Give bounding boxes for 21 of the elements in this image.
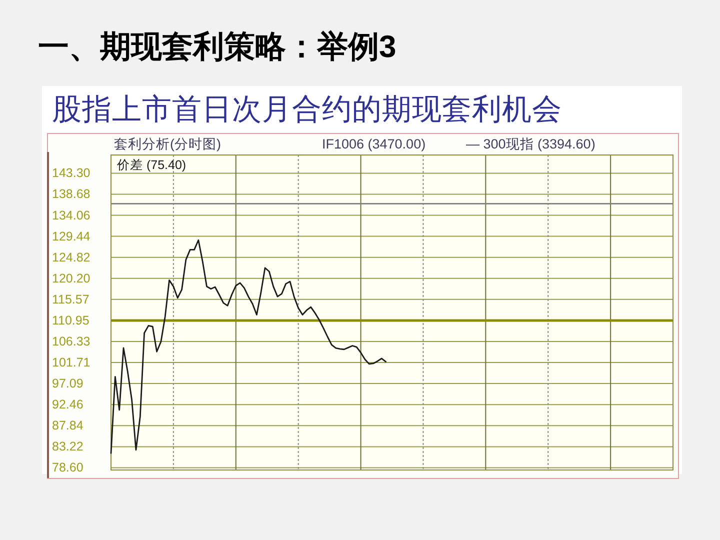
chart-subtitle: 股指上市首日次月合约的期现套利机会 bbox=[52, 93, 562, 126]
text: IF1006 (3470.00) bbox=[322, 136, 426, 152]
y-tick-label: 115.57 bbox=[52, 292, 90, 306]
text: — 300现指 (3394.60) bbox=[466, 136, 596, 152]
y-tick-label: 110.95 bbox=[52, 313, 90, 328]
y-tick-label: 129.44 bbox=[52, 229, 90, 244]
y-tick-label: 143.30 bbox=[52, 166, 90, 180]
y-tick-label: 138.68 bbox=[52, 187, 90, 202]
y-tick-label: 134.06 bbox=[52, 208, 90, 222]
y-tick-label: 83.22 bbox=[52, 440, 84, 454]
y-tick-label: 97.09 bbox=[52, 376, 84, 391]
chart-title: 一、期现套利策略：举例3 bbox=[38, 29, 396, 64]
text: 套利分析(分时图) bbox=[114, 136, 221, 152]
y-tick-label: 106.33 bbox=[52, 334, 90, 348]
legend: 价差 (75.40) bbox=[117, 158, 186, 172]
y-tick-label: 124.82 bbox=[52, 250, 90, 264]
y-tick-label: 87.84 bbox=[52, 418, 84, 433]
y-tick-label: 92.46 bbox=[52, 398, 84, 412]
y-tick-label: 101.71 bbox=[52, 356, 90, 370]
y-tick-label: 78.60 bbox=[52, 460, 84, 475]
y-tick-label: 120.20 bbox=[52, 271, 90, 286]
